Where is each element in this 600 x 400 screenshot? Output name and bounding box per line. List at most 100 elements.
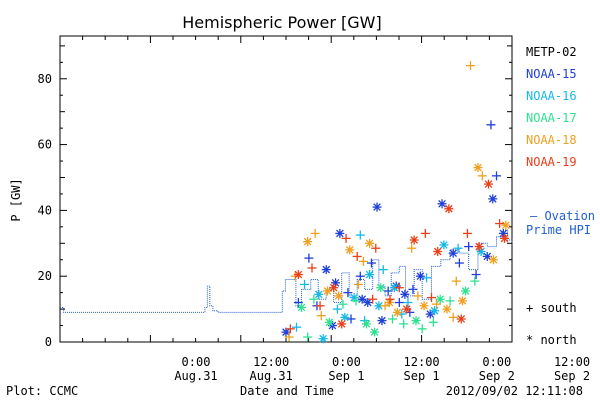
south-marker — [394, 283, 404, 293]
south-marker — [462, 228, 472, 238]
north-marker — [363, 298, 373, 308]
north-marker — [402, 304, 412, 314]
marker-stroke — [365, 239, 374, 248]
legend-south: + south — [526, 301, 577, 315]
marker-stroke — [340, 313, 349, 322]
marker-stroke — [410, 236, 419, 244]
marker-stroke — [477, 247, 485, 256]
marker-stroke — [420, 301, 428, 310]
marker-stroke — [370, 328, 379, 336]
north-marker — [457, 296, 467, 306]
marker-stroke — [363, 298, 372, 307]
north-marker — [415, 271, 425, 281]
north-marker — [444, 204, 454, 214]
south-marker — [387, 314, 397, 324]
y-axis: 0 20 40 60 80 — [38, 45, 512, 349]
y-tick-label: 60 — [38, 138, 52, 152]
marker-stroke — [350, 293, 358, 302]
south-marker — [332, 304, 342, 314]
south-marker — [310, 228, 320, 238]
south-marker — [453, 243, 463, 253]
north-marker — [365, 270, 375, 280]
marker-stroke — [303, 237, 312, 246]
plot-area — [59, 35, 513, 343]
marker-stroke — [457, 315, 466, 323]
y-tick-label: 40 — [38, 203, 52, 217]
legend-item: NOAA-18 — [526, 133, 577, 147]
marker-stroke — [337, 320, 346, 328]
south-marker — [352, 251, 362, 261]
north-marker — [435, 294, 445, 304]
south-marker — [315, 301, 325, 311]
marker-stroke — [461, 287, 470, 295]
south-marker — [285, 324, 295, 334]
marker-stroke — [362, 320, 371, 328]
north-marker — [334, 291, 344, 301]
south-marker — [466, 61, 476, 71]
north-marker — [409, 235, 419, 245]
marker-stroke — [416, 272, 425, 281]
north-marker — [281, 327, 291, 337]
legend-item: NOAA-15 — [526, 67, 577, 81]
x-tick-date-label: Sep 2 — [479, 369, 515, 383]
south-marker — [338, 299, 348, 309]
x-tick-time-label: 12:00 — [404, 355, 440, 369]
legend-ovation-label-2: Prime HPI — [526, 223, 591, 237]
marker-stroke — [426, 310, 435, 318]
x-tick-date-label: Sep 2 — [554, 369, 590, 383]
y-tick-label: 0 — [45, 335, 52, 349]
north-marker — [433, 247, 443, 257]
north-marker — [324, 317, 334, 327]
marker-stroke — [376, 283, 385, 292]
marker-stroke — [322, 265, 331, 274]
satellite-markers — [281, 61, 511, 344]
x-tick-date-label: Sep 1 — [328, 369, 364, 383]
south-marker — [422, 273, 432, 283]
north-marker — [483, 179, 493, 189]
north-marker — [482, 251, 492, 261]
south-marker — [492, 171, 502, 181]
south-marker — [448, 312, 458, 322]
marker-stroke — [329, 283, 338, 292]
north-marker — [437, 199, 447, 209]
marker-stroke — [449, 249, 458, 257]
north-marker — [329, 283, 339, 293]
marker-stroke — [483, 252, 492, 261]
south-marker — [355, 230, 365, 240]
south-marker — [378, 265, 388, 275]
marker-stroke — [365, 270, 374, 279]
marker-stroke — [475, 242, 484, 251]
marker-stroke — [336, 229, 344, 238]
south-marker — [316, 311, 326, 321]
marker-stroke — [458, 297, 467, 305]
north-marker — [318, 334, 328, 344]
north-marker — [448, 248, 458, 258]
south-marker — [293, 298, 303, 308]
x-axis-label: Date and Time — [240, 384, 334, 398]
north-marker — [442, 304, 452, 314]
south-marker — [451, 276, 461, 286]
marker-stroke — [433, 247, 442, 256]
north-marker — [501, 220, 511, 230]
south-marker — [413, 291, 423, 301]
north-marker — [321, 265, 331, 275]
south-marker — [300, 279, 310, 289]
south-marker — [353, 279, 363, 289]
north-marker — [345, 245, 355, 255]
south-marker — [464, 242, 474, 252]
north-marker — [361, 319, 371, 329]
legend-ovation-label: — Ovation — [530, 209, 595, 223]
south-marker — [351, 296, 361, 306]
x-tick-time-label: 12:00 — [253, 355, 289, 369]
south-marker — [495, 219, 505, 229]
marker-stroke — [438, 199, 446, 208]
south-marker — [470, 276, 480, 286]
north-marker — [376, 283, 386, 293]
marker-stroke — [282, 328, 290, 336]
north-marker — [314, 289, 324, 299]
south-marker — [428, 317, 438, 327]
legend-item: METP-02 — [526, 45, 577, 59]
south-marker — [403, 298, 413, 308]
marker-stroke — [334, 292, 343, 300]
